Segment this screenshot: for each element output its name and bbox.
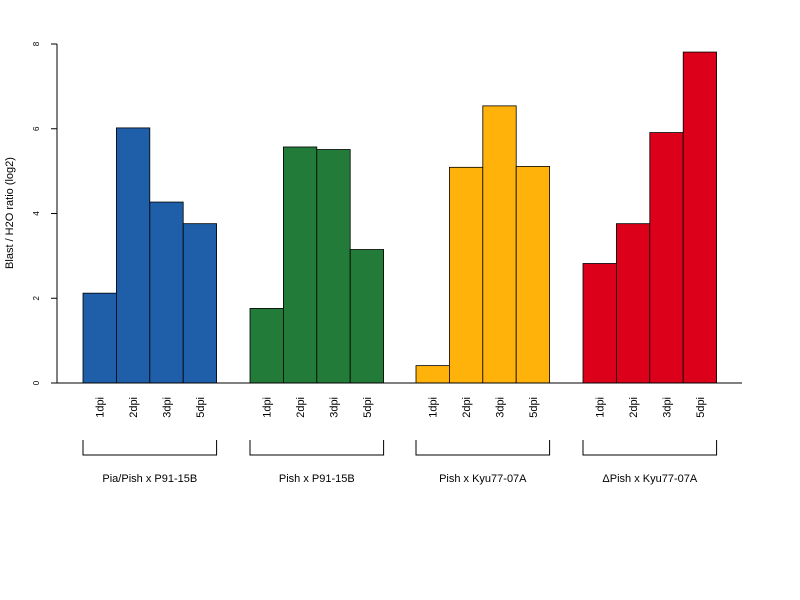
y-axis: 0 2 4 6 8: [32, 41, 58, 385]
bar: [482, 105, 517, 384]
group-bracket: [249, 440, 385, 456]
x-tick-label: 3dpi: [662, 397, 674, 418]
x-tick-label: 1dpi: [262, 397, 274, 418]
bar: [316, 149, 351, 384]
bar: [448, 166, 484, 384]
y-axis-label: Blast / H2O ratio (log2): [4, 157, 16, 269]
x-tick-label: 5dpi: [528, 397, 540, 418]
bar: [182, 223, 217, 384]
x-tick-label: 1dpi: [95, 397, 107, 418]
bar: [149, 201, 184, 384]
bar: [515, 166, 551, 384]
x-tick-labels: 1dpi 2dpi 3dpi 5dpi 1dpi 2dpi 3dpi 5dpi 1dpi 2dpi…: [95, 397, 707, 418]
x-tick-label: 2dpi: [628, 397, 640, 418]
bar: [349, 249, 385, 384]
y-tick-label: 6: [32, 126, 41, 131]
x-tick-label: 1dpi: [595, 397, 607, 418]
y-tick-label: 4: [32, 211, 41, 216]
group-label: ΔPish x Kyu77-07A: [602, 473, 697, 485]
x-tick-label: 5dpi: [195, 397, 207, 418]
y-tick-label: 0: [32, 380, 41, 385]
bar: [82, 292, 117, 384]
group-bracket: [82, 440, 218, 456]
x-tick-label: 5dpi: [362, 397, 374, 418]
bar: [649, 132, 684, 384]
x-tick-label: 3dpi: [162, 397, 174, 418]
x-tick-label: 3dpi: [495, 397, 507, 418]
bars: [82, 51, 718, 384]
group-brackets: Pia/Pish x P91-15B Pish x P91-15B Pish x K…: [82, 440, 718, 485]
bar: [616, 223, 651, 384]
x-tick-label: 2dpi: [128, 397, 140, 418]
bar: [116, 127, 151, 384]
group-label: Pia/Pish x P91-15B: [102, 473, 197, 485]
bar: [249, 308, 284, 384]
x-tick-label: 2dpi: [461, 397, 473, 418]
bar: [415, 365, 450, 384]
x-tick-label: 5dpi: [695, 397, 707, 418]
group-label: Pish x Kyu77-07A: [439, 473, 527, 485]
bar: [682, 51, 718, 384]
group-label: Pish x P91-15B: [279, 473, 355, 485]
bar: [282, 146, 318, 384]
group-bracket: [582, 440, 718, 456]
y-tick-label: 8: [32, 41, 41, 46]
x-tick-label: 2dpi: [295, 397, 307, 418]
group-bracket: [415, 440, 551, 456]
y-tick-label: 2: [32, 295, 41, 300]
x-tick-label: 3dpi: [329, 397, 341, 418]
bar: [582, 263, 617, 384]
x-tick-label: 1dpi: [428, 397, 440, 418]
